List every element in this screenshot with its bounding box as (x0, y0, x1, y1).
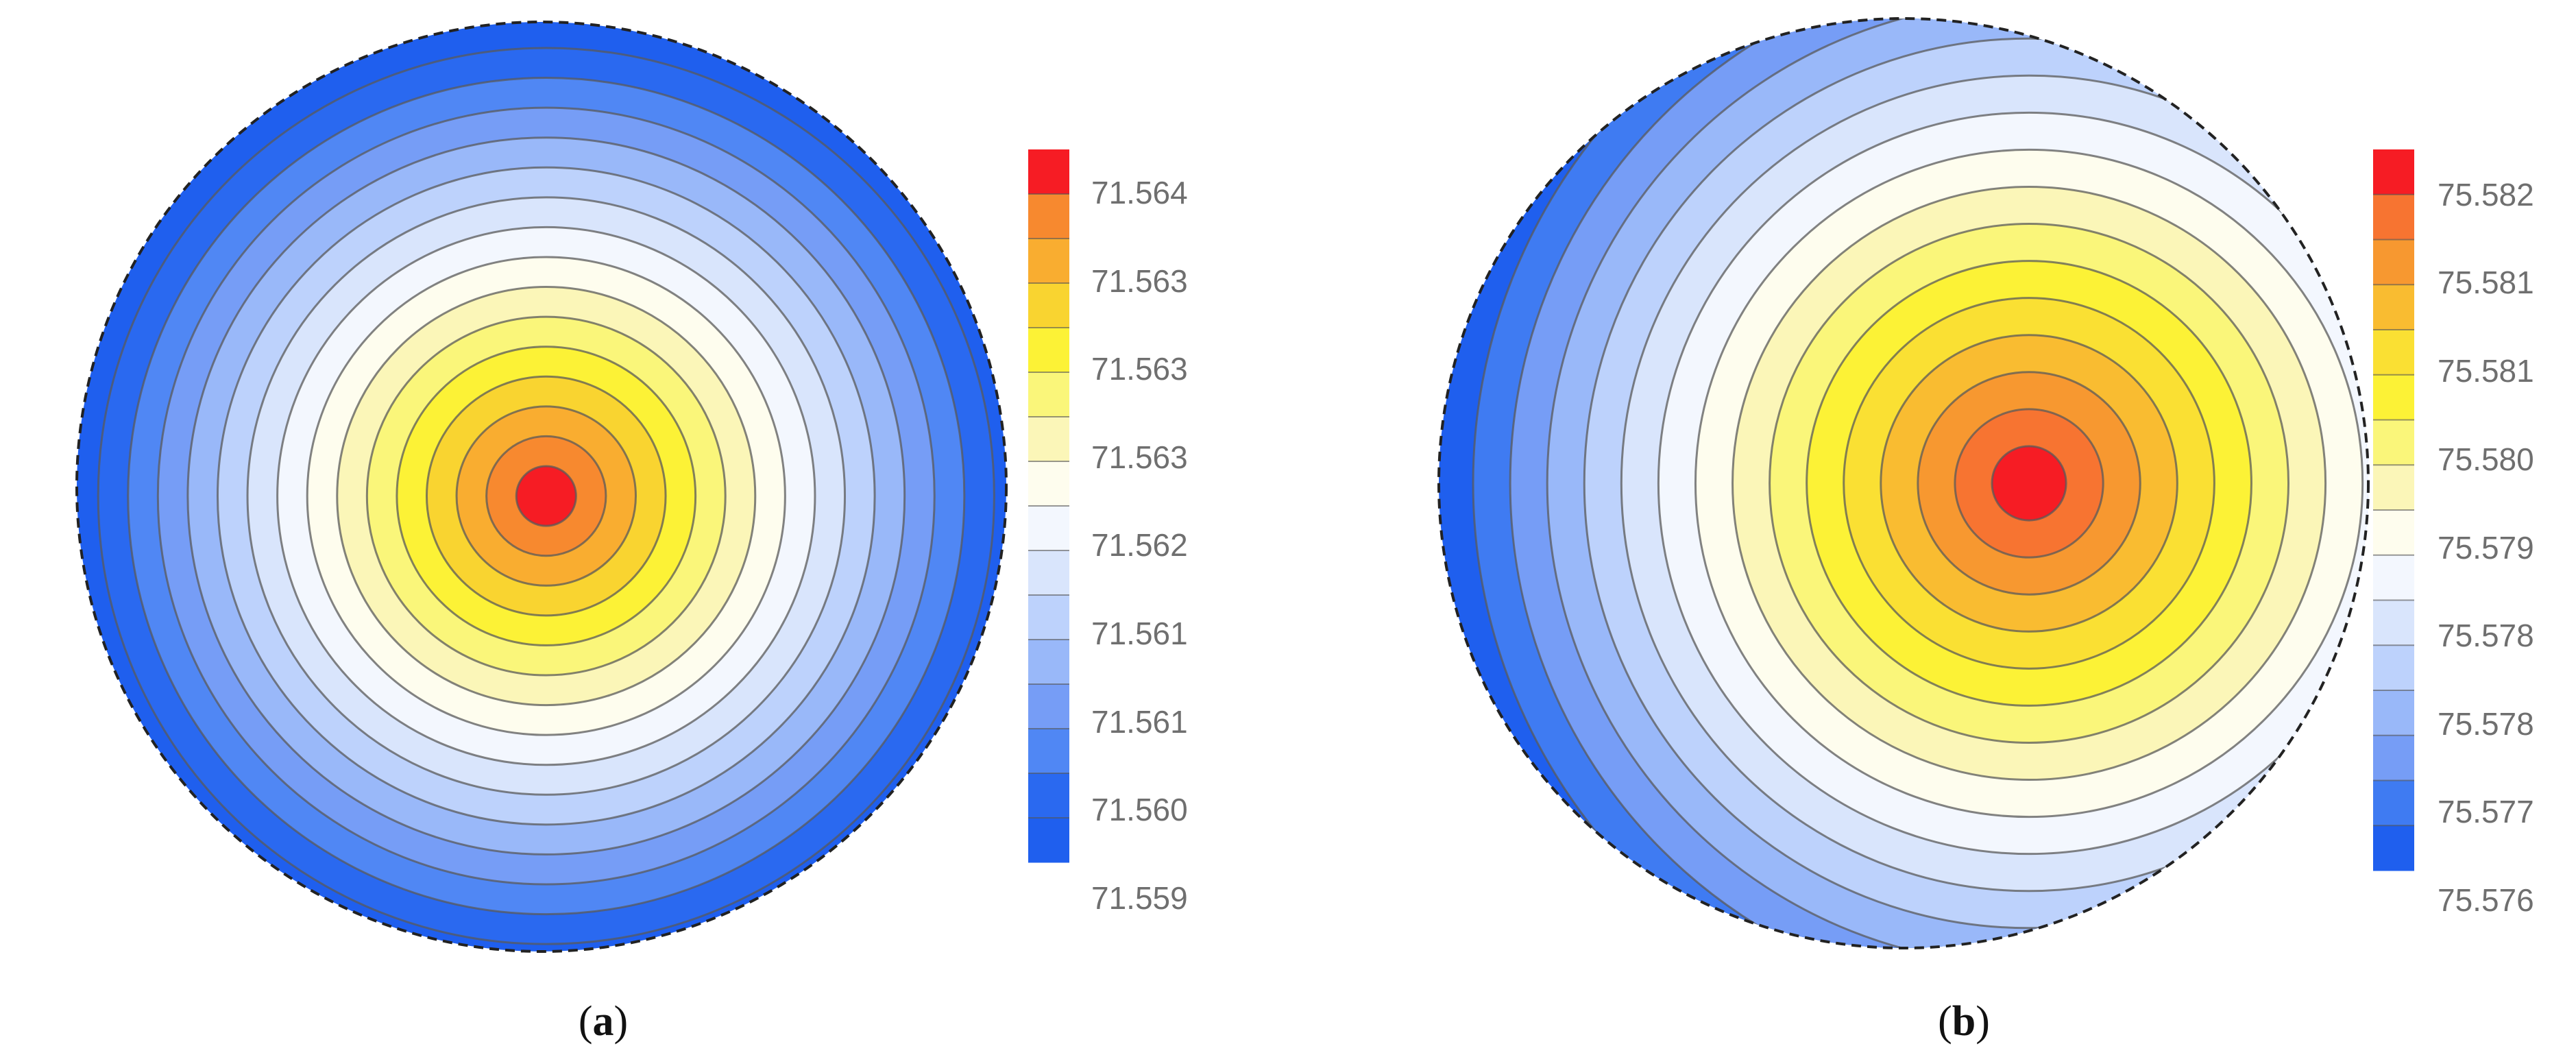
colorbar-segment (1028, 328, 1069, 373)
colorbar-tick-label: 71.563 (1091, 351, 1188, 387)
contour-band (515, 465, 577, 527)
colorbar-segment (2373, 780, 2414, 826)
colorbar-segment (1028, 684, 1069, 729)
colorbar-segment (2373, 194, 2414, 240)
colorbar-segment (1028, 640, 1069, 685)
colorbar-tick-label: 71.561 (1091, 704, 1188, 740)
colorbar-segment (1028, 773, 1069, 818)
colorbar-segment (1028, 550, 1069, 596)
colorbar-segment (1028, 461, 1069, 507)
colorbar-tick-label: 71.560 (1091, 792, 1188, 827)
colorbar-labels-a: 71.564 71.563 71.563 71.563 71.562 71.56… (1091, 175, 1188, 916)
domain-boundary-a (75, 21, 1008, 953)
colorbar-labels-b: 75.582 75.581 75.581 75.580 75.579 75.57… (2438, 177, 2534, 918)
colorbar-tick-label: 71.564 (1091, 175, 1188, 210)
contour-plot-a (77, 22, 1006, 951)
colorbar-segment (2373, 239, 2414, 285)
colorbar-segment (2373, 374, 2414, 420)
colorbar-segment (2373, 555, 2414, 601)
colorbar-segment (2373, 825, 2414, 871)
colorbar-tick-label: 75.582 (2438, 177, 2534, 213)
colorbar-segment (2373, 645, 2414, 691)
colorbar-segment (2373, 600, 2414, 646)
colorbar-segment (1028, 417, 1069, 462)
colorbar-segment (2373, 510, 2414, 556)
colorbar-segment (2373, 420, 2414, 465)
contour-band (1991, 445, 2067, 522)
colorbar-tick-label: 75.580 (2438, 441, 2534, 477)
colorbar-segment (2373, 330, 2414, 376)
colorbar-tick-label: 75.578 (2438, 706, 2534, 742)
colorbar-tick-label: 75.578 (2438, 618, 2534, 653)
colorbar-segment (1028, 372, 1069, 417)
colorbar-tick-label: 71.563 (1091, 439, 1188, 475)
colorbar-segment (2373, 284, 2414, 330)
colorbar-tick-label: 75.581 (2438, 353, 2534, 389)
colorbar-tick-label: 71.563 (1091, 263, 1188, 299)
colorbar-segment (1028, 149, 1069, 195)
panel-b: 75.582 75.581 75.581 75.580 75.579 75.57… (1437, 17, 2534, 1045)
colorbar-segment (2373, 690, 2414, 736)
colorbar-segment (1028, 194, 1069, 239)
colorbar-segment (2373, 735, 2414, 781)
colorbar-segment (2373, 465, 2414, 511)
colorbar-segment (1028, 729, 1069, 774)
colorbar-tick-label: 71.559 (1091, 880, 1188, 916)
colorbar-tick-label: 75.577 (2438, 794, 2534, 829)
colorbar-tick-label: 75.581 (2438, 265, 2534, 300)
domain-boundary-b (1437, 17, 2370, 949)
colorbar-tick-label: 71.561 (1091, 616, 1188, 651)
colorbar-segment (2373, 149, 2414, 195)
colorbar-a (1028, 149, 1069, 863)
colorbar-segment (1028, 506, 1069, 551)
panel-caption-a: (a) (579, 998, 628, 1045)
panel-a: 71.564 71.563 71.563 71.563 71.562 71.56… (75, 21, 1188, 1045)
colorbar-segment (1028, 239, 1069, 284)
colorbar-tick-label: 71.562 (1091, 527, 1188, 563)
colorbar-segment (1028, 283, 1069, 328)
colorbar-tick-label: 75.576 (2438, 882, 2534, 918)
panel-caption-b: (b) (1938, 998, 1990, 1045)
colorbar-b (2373, 149, 2414, 871)
colorbar-tick-label: 75.579 (2438, 530, 2534, 566)
colorbar-segment (1028, 818, 1069, 863)
colorbar-segment (1028, 595, 1069, 640)
